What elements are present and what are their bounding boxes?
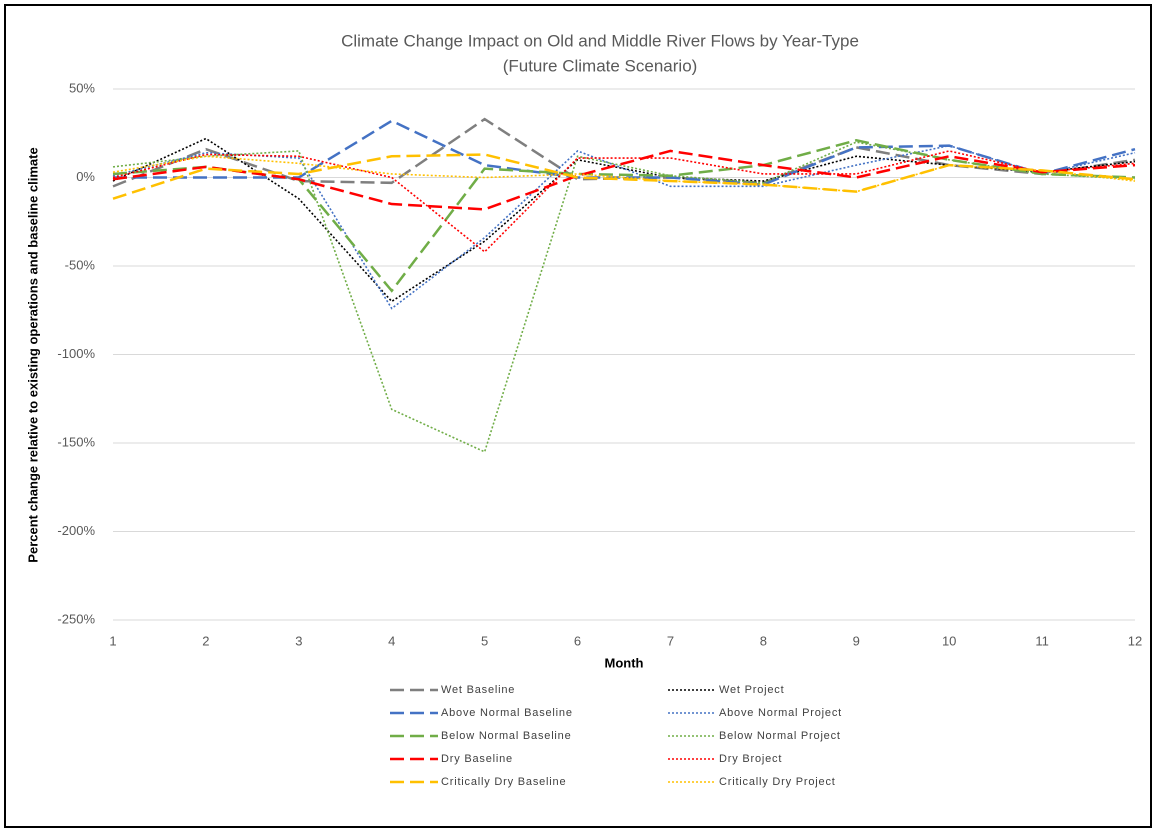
y-tick-label: -150%: [57, 434, 95, 449]
legend-label: Critically Dry Baseline: [441, 776, 566, 788]
x-tick-label: 4: [388, 633, 395, 648]
data-line: [112, 153, 1136, 200]
data-line: [112, 141, 1136, 453]
y-tick-label: -200%: [57, 523, 95, 538]
x-tick-label: 9: [853, 633, 860, 648]
y-axis-title: Percent change relative to existing oper…: [25, 147, 40, 562]
data-line: [112, 150, 1136, 253]
legend-label: Above Normal Baseline: [441, 707, 573, 719]
x-tick-label: 12: [1128, 633, 1142, 648]
data-line: [112, 155, 1136, 193]
y-tick-label: -100%: [57, 346, 95, 361]
x-tick-label: 10: [942, 633, 956, 648]
x-axis-title: Month: [605, 655, 644, 670]
x-tick-label: 11: [1035, 633, 1049, 648]
data-line: [112, 149, 1136, 211]
chart-subtitle: (Future Climate Scenario): [503, 56, 698, 75]
x-tick-label: 7: [667, 633, 674, 648]
legend-label: Dry Baseline: [441, 753, 513, 765]
x-tick-label: 2: [202, 633, 209, 648]
y-tick-label: -50%: [65, 257, 96, 272]
x-tick-label: 5: [481, 633, 488, 648]
legend-label: Dry Broject: [719, 753, 782, 765]
y-tick-label: 50%: [69, 80, 95, 95]
x-tick-label: 3: [295, 633, 302, 648]
data-line: [112, 144, 1136, 310]
chart-title: Climate Change Impact on Old and Middle …: [341, 31, 859, 50]
legend-label: Below Normal Baseline: [441, 730, 572, 742]
x-tick-label: 1: [109, 633, 116, 648]
y-tick-label: 0%: [76, 169, 95, 184]
chart-frame: [4, 4, 1152, 828]
x-tick-label: 6: [574, 633, 581, 648]
data-line: [112, 137, 1136, 303]
legend-label: Above Normal Project: [719, 707, 842, 719]
x-tick-label: 8: [760, 633, 767, 648]
y-tick-label: -250%: [57, 611, 95, 626]
legend-label: Critically Dry Project: [719, 776, 836, 788]
legend-label: Wet Baseline: [441, 684, 515, 696]
legend-label: Below Normal Project: [719, 730, 841, 742]
legend-label: Wet Project: [719, 684, 784, 696]
